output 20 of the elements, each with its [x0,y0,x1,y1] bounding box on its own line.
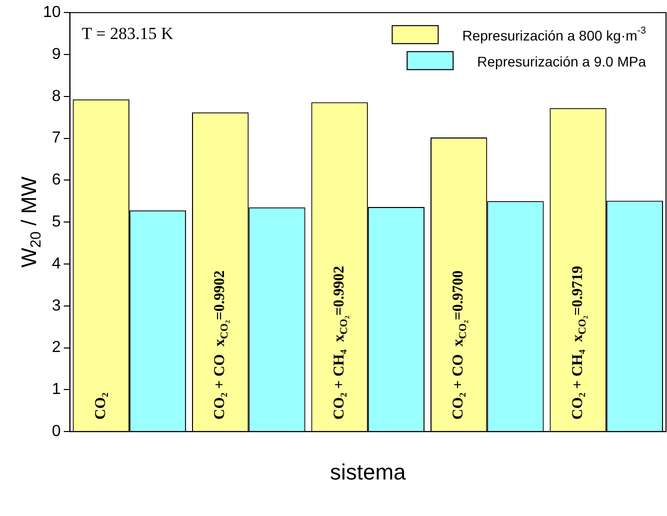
y-tick-label: 10 [43,4,61,22]
y-tick-label: 3 [52,297,61,314]
y-tick-label: 7 [52,130,61,147]
x-tick-label: CO₂ + CO xCO₂=0.9902 [212,270,231,420]
y-tick-label: 6 [52,172,61,189]
x-tick-label: CO₂ + CH₄ xCO₂=0.9719 [570,266,588,420]
x-tick-label: CO₂ [92,392,109,420]
y-axis-title: W20 / MW [18,176,44,268]
y-tick-label: 1 [52,381,61,398]
x-tick-label: CO₂ + CH₄ xCO₂=0.9902 [331,266,350,420]
y-tick-label: 5 [52,214,61,231]
annotation: T = 283.15 K [82,24,174,44]
x-axis-title: sistema [330,460,407,485]
y-tick-label: 2 [52,339,61,356]
y-tick-label: 0 [52,423,61,440]
y-tick-label: 4 [52,255,61,272]
legend-label: Represurización a 9.0 MPa [477,53,646,70]
y-tick-label: 8 [52,88,61,105]
y-tick-label: 9 [52,46,61,63]
x-tick-label: CO₂ + CO xCO₂=0.9700 [450,270,470,420]
